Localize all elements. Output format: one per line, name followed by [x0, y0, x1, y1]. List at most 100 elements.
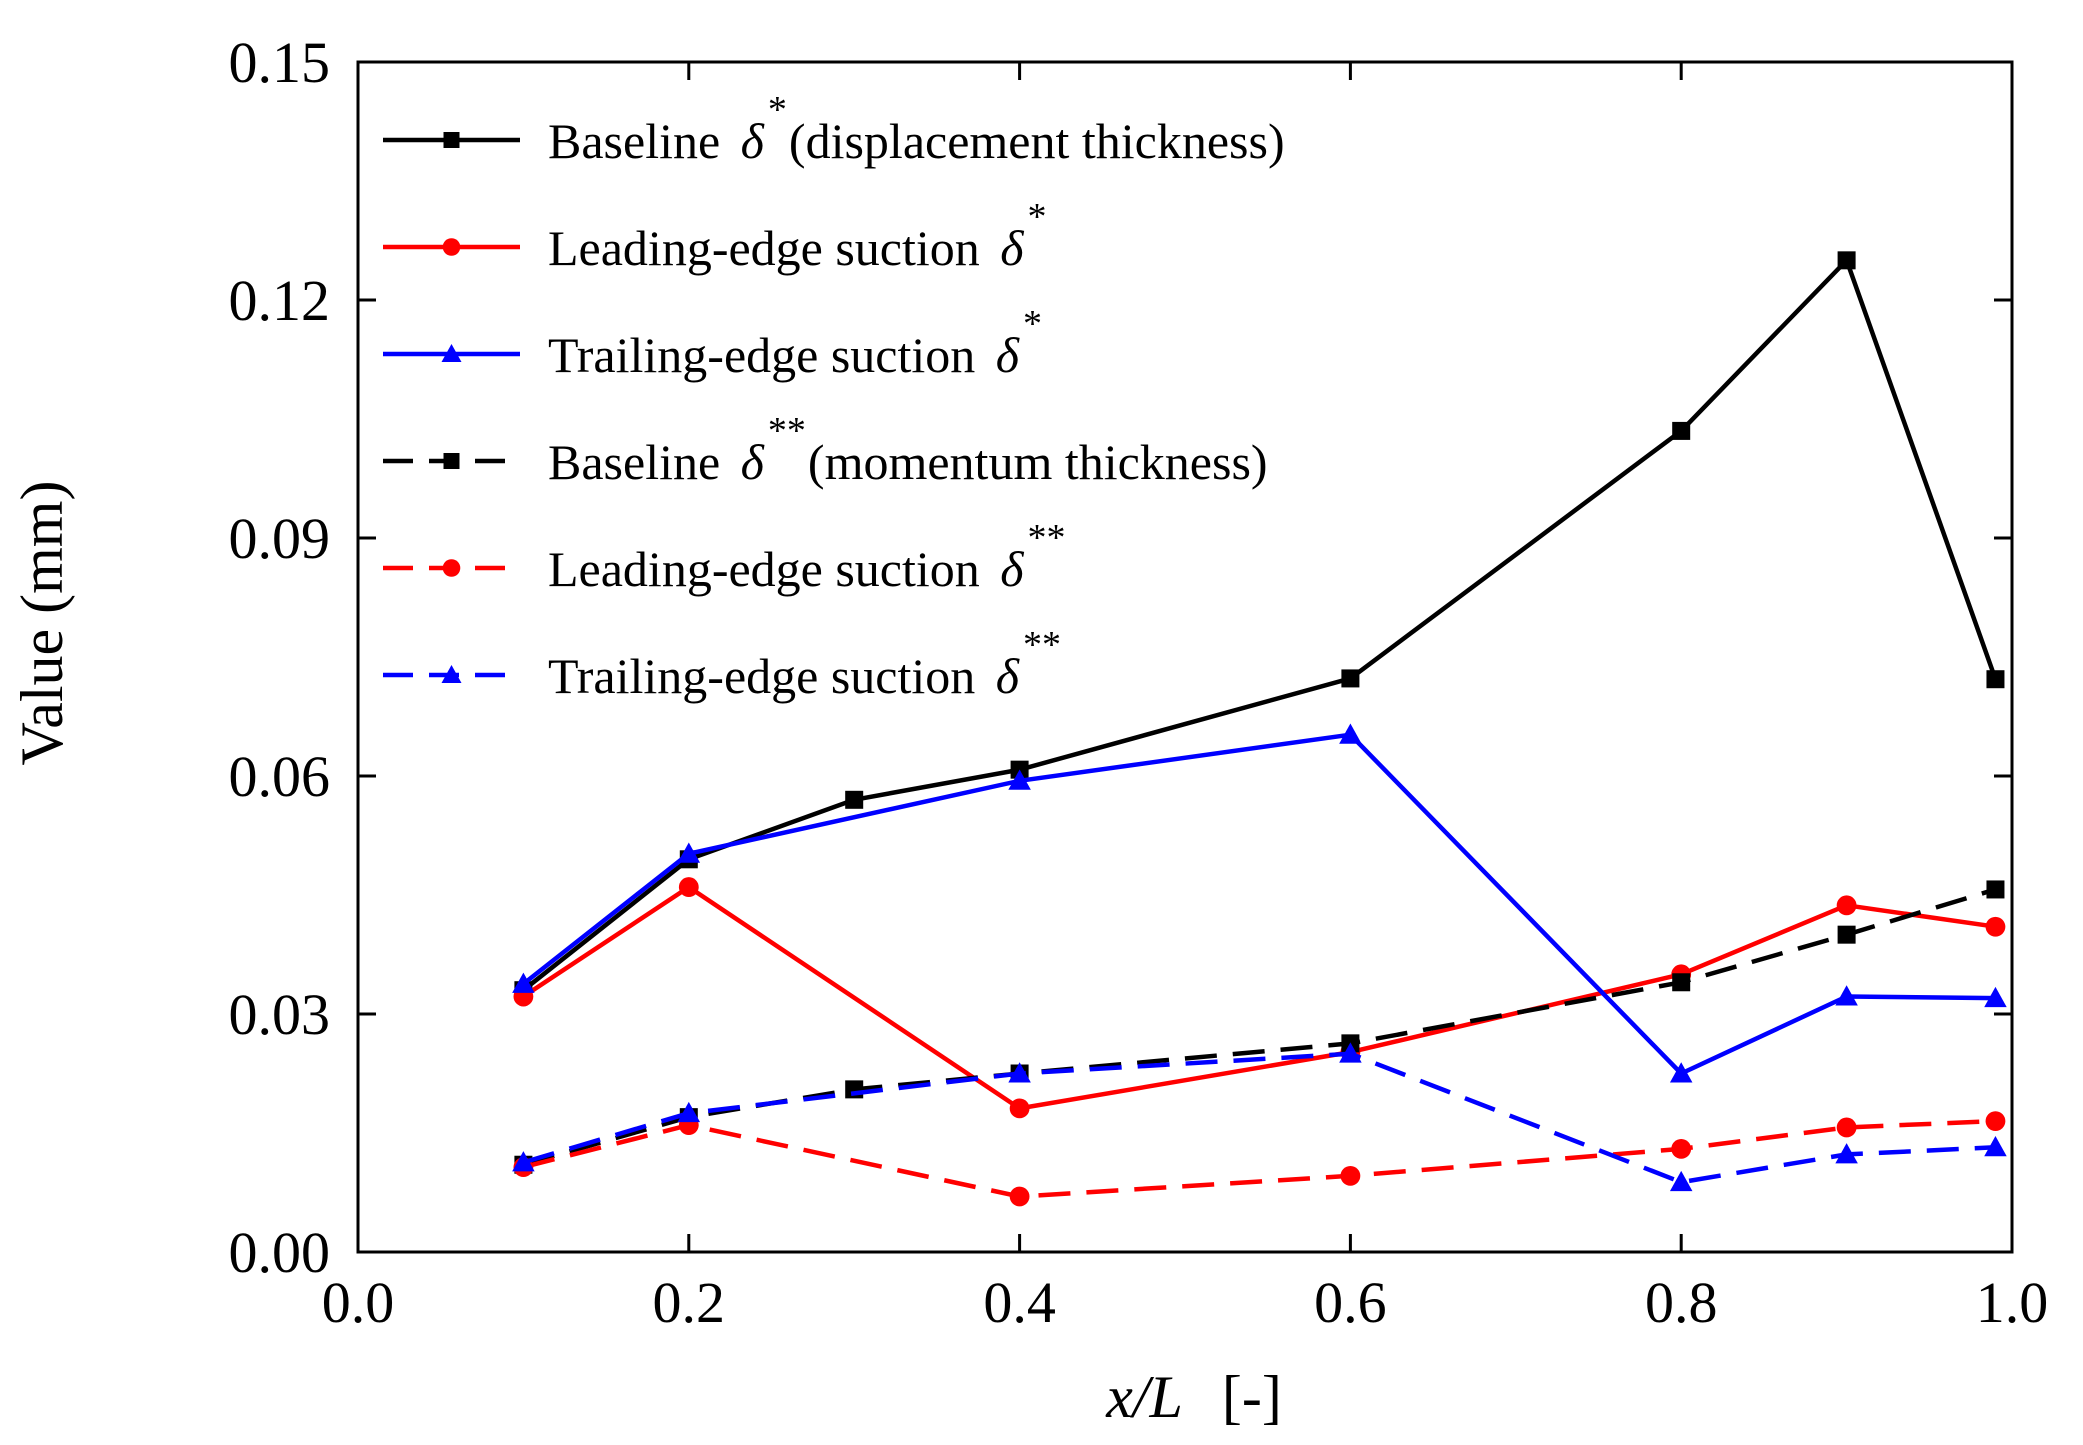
- legend-label-symbol: δ: [741, 434, 765, 490]
- data-point: [512, 972, 535, 993]
- series-line: [522, 1118, 1996, 1199]
- data-point: [1672, 421, 1691, 440]
- y-tick-label: 0.12: [229, 268, 331, 333]
- data-point: [1836, 1117, 1857, 1138]
- data-point: [1339, 723, 1362, 744]
- legend-marker: [443, 453, 460, 469]
- legend-label-superscript: **: [1028, 517, 1066, 559]
- data-point: [1836, 895, 1857, 916]
- series-line: [522, 887, 1997, 1167]
- data-point: [1009, 1186, 1030, 1207]
- legend-entry-1: Baseline δ*(displacement thickness): [383, 89, 1285, 169]
- legend-entry-2: Leading-edge suction δ*: [383, 196, 1047, 276]
- data-point: [1837, 251, 1856, 270]
- x-tick-label: 0.2: [653, 1270, 726, 1335]
- legend-label: Trailing-edge suction δ*: [548, 303, 1042, 383]
- data-point: [1672, 973, 1691, 992]
- legend-marker: [442, 559, 461, 577]
- series-line: [522, 732, 1996, 1076]
- data-point: [512, 1151, 535, 1172]
- legend-label-text: Baseline: [548, 434, 733, 490]
- legend-label: Baseline δ*(displacement thickness): [548, 89, 1285, 169]
- legend-label-text: Leading-edge suction: [548, 220, 992, 276]
- data-point: [1985, 916, 2006, 937]
- legend-label-superscript: *: [1023, 303, 1042, 345]
- data-point: [1986, 670, 2005, 689]
- data-point: [677, 842, 701, 863]
- x-axis-title-unit: [-]: [1222, 1364, 1282, 1430]
- legend-label-text: Trailing-edge suction: [548, 327, 988, 383]
- y-tick-label: 0.03: [229, 982, 331, 1047]
- plot-frame: [356, 60, 2014, 1254]
- legend-label: Baseline δ**(momentum thickness): [548, 410, 1268, 490]
- data-point: [1341, 669, 1360, 688]
- legend: Baseline δ*(displacement thickness)Leadi…: [383, 89, 1285, 704]
- legend-label: Trailing-edge suction δ**: [548, 624, 1061, 704]
- data-point: [1671, 1138, 1692, 1159]
- x-axis-title-variable: x/L: [1105, 1364, 1183, 1430]
- legend-label-symbol: δ: [996, 648, 1020, 704]
- legend-label: Leading-edge suction δ*: [548, 196, 1047, 276]
- legend-label-superscript: **: [1023, 624, 1061, 666]
- axis-ticks: 0.0 0.2 0.4 0.6 0.8 1.0 0.00 0.03 0.06 0.09 0.12 0.…: [229, 30, 2049, 1335]
- legend-label-text: Trailing-edge suction: [548, 648, 988, 704]
- y-tick-label: 0.00: [229, 1220, 331, 1285]
- x-axis-title: x/L [-]: [1105, 1364, 1282, 1430]
- series-line: [522, 884, 1996, 1111]
- legend-marker: [441, 344, 462, 362]
- legend-label-symbol: δ: [1000, 541, 1024, 597]
- x-tick-label: 0.0: [322, 1270, 395, 1335]
- legend-label-symbol: δ: [996, 327, 1020, 383]
- legend-label-text: Leading-edge suction: [548, 541, 992, 597]
- x-tick-label: 0.8: [1645, 1270, 1718, 1335]
- y-tick-label: 0.06: [229, 744, 331, 809]
- data-point: [678, 877, 699, 897]
- data-point: [1986, 880, 2005, 899]
- legend-label-text: Baseline: [548, 113, 733, 169]
- legend-label-superscript: *: [1028, 196, 1047, 238]
- y-tick-label: 0.09: [229, 506, 331, 571]
- legend-label-description: (momentum thickness): [808, 434, 1268, 490]
- data-point: [1669, 1170, 1693, 1192]
- series-2: [513, 877, 2006, 1119]
- x-tick-label: 0.4: [983, 1270, 1056, 1335]
- legend-label: Leading-edge suction δ**: [548, 517, 1066, 597]
- legend-label-description: (displacement thickness): [789, 113, 1285, 169]
- data-point: [1835, 1143, 1858, 1164]
- legend-entry-4: Baseline δ**(momentum thickness): [383, 410, 1268, 490]
- legend-entry-6: Trailing-edge suction δ**: [383, 624, 1061, 704]
- y-tick-label: 0.15: [229, 30, 331, 95]
- data-point: [1669, 1062, 1693, 1083]
- series-line: [522, 1051, 1996, 1185]
- series-6: [512, 1042, 2007, 1192]
- legend-marker: [442, 238, 461, 256]
- legend-label-superscript: **: [768, 410, 806, 452]
- data-point: [1339, 1042, 1362, 1063]
- legend-label-symbol: δ: [741, 113, 765, 169]
- legend-entry-5: Leading-edge suction δ**: [383, 517, 1066, 597]
- data-point: [845, 790, 864, 809]
- data-point: [1984, 986, 2007, 1008]
- data-point: [1837, 925, 1856, 944]
- x-tick-label: 0.6: [1314, 1270, 1387, 1335]
- data-point: [1340, 1165, 1361, 1186]
- series-5: [513, 1111, 2006, 1207]
- legend-entry-3: Trailing-edge suction δ*: [383, 303, 1042, 383]
- legend-marker: [441, 665, 462, 683]
- data-point: [1009, 1098, 1030, 1119]
- data-point: [1835, 985, 1858, 1006]
- data-point: [1984, 1136, 2007, 1157]
- legend-marker: [443, 132, 460, 148]
- y-axis-title: Value (mm): [9, 481, 75, 766]
- data-point: [677, 1101, 701, 1123]
- x-tick-label: 1.0: [1976, 1270, 2049, 1335]
- data-point: [1008, 1062, 1031, 1083]
- legend-label-symbol: δ: [1000, 220, 1024, 276]
- plot-area: [512, 251, 2007, 1207]
- legend-label-superscript: *: [768, 89, 787, 131]
- data-point: [1985, 1111, 2006, 1131]
- series-3: [512, 723, 2007, 1083]
- data-point: [845, 1080, 864, 1099]
- data-point: [1008, 769, 1031, 790]
